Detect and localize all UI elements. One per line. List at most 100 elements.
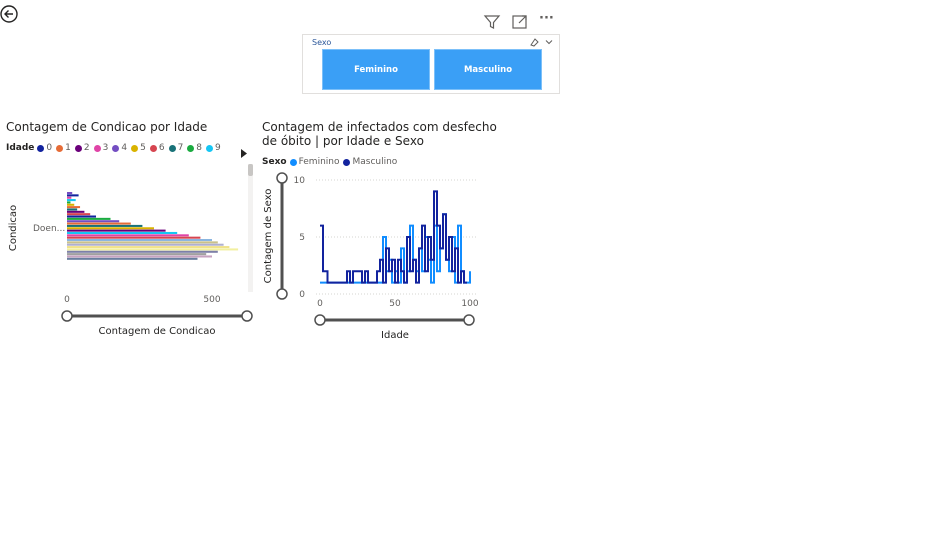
chart1-legend-item[interactable]: 1 — [56, 143, 71, 153]
chart1-legend-item[interactable]: 9 — [206, 143, 221, 153]
chart1-scrollbar-thumb[interactable] — [248, 164, 253, 176]
bar[interactable] — [67, 217, 111, 220]
chart2-x-tick-50: 50 — [389, 299, 401, 309]
chart2-y-tick-0: 0 — [299, 290, 305, 300]
chart1-legend-label: 6 — [158, 143, 165, 153]
chart2-y-tick-5: 5 — [299, 233, 305, 243]
bar[interactable] — [67, 239, 212, 242]
legend-dot-icon — [187, 144, 195, 152]
legend-dot-icon — [343, 158, 351, 166]
chart1-legend-label: 7 — [177, 143, 184, 153]
legend-dot-icon — [131, 144, 139, 152]
filter-icon[interactable] — [483, 13, 501, 31]
eraser-icon[interactable] — [529, 37, 540, 51]
chart1-legend-item[interactable]: 3 — [93, 143, 109, 153]
chart1-legend-label: 3 — [102, 143, 109, 153]
chart1-legend-item[interactable]: 8 — [187, 143, 202, 153]
chart1-ylabel: Condicao — [8, 205, 19, 251]
bar[interactable] — [67, 257, 198, 260]
chart1-legend-label: 9 — [215, 143, 221, 153]
chart2-legend-item[interactable]: Masculino — [343, 157, 397, 167]
legend-dot-icon — [56, 144, 64, 152]
chart1-legend-item[interactable]: 0 — [37, 143, 52, 153]
bar[interactable] — [67, 246, 230, 249]
chart2-title-line1: Contagem de infectados com desfecho — [262, 120, 497, 134]
chart1-zoom-handle-left[interactable] — [61, 310, 73, 322]
bar[interactable] — [67, 248, 239, 251]
bar[interactable] — [67, 253, 207, 256]
bar[interactable] — [67, 206, 81, 209]
chart2-y-zoom-handle-top[interactable] — [276, 172, 288, 184]
chart2-legend-item[interactable]: Feminino — [289, 157, 339, 167]
bar[interactable] — [67, 250, 218, 253]
slicer-title: Sexo — [312, 38, 332, 47]
bar[interactable] — [67, 231, 178, 234]
bar[interactable] — [67, 194, 79, 197]
chart1-legend-label: 1 — [65, 143, 71, 153]
bar[interactable] — [67, 234, 189, 237]
chart1-xlabel: Contagem de Condicao — [99, 326, 216, 337]
slicer-option-masculino[interactable]: Masculino — [434, 49, 542, 90]
chart1-legend-item[interactable]: 6 — [149, 143, 165, 153]
bar[interactable] — [67, 215, 96, 218]
chart2-title-line2: de óbito | por Idade e Sexo — [262, 134, 424, 148]
legend-dot-icon — [112, 144, 120, 152]
chart1-legend: Idade 0 1 2 3 4 5 6 7 8 9 — [6, 143, 225, 153]
chart1-legend-label: 8 — [196, 143, 203, 153]
slicer-option-feminino[interactable]: Feminino — [322, 49, 430, 90]
series-line-masculino[interactable] — [320, 190, 467, 284]
bar[interactable] — [67, 210, 85, 213]
focus-mode-icon[interactable] — [511, 13, 529, 31]
category-label: Doen... — [33, 224, 65, 234]
bar[interactable] — [67, 196, 72, 199]
bar[interactable] — [67, 224, 143, 227]
legend-dot-icon — [168, 144, 176, 152]
chart2-x-zoom-handle-left[interactable] — [314, 314, 326, 326]
bar[interactable] — [67, 255, 212, 258]
bar[interactable] — [67, 243, 224, 246]
chart2-xlabel: Idade — [381, 330, 409, 341]
chart1-x-tick-0: 0 — [64, 295, 70, 305]
chart2-legend-label: Masculino — [352, 157, 398, 167]
legend-dot-icon — [93, 144, 101, 152]
chevron-down-icon[interactable] — [544, 37, 554, 50]
chart1-legend-item[interactable]: 4 — [112, 143, 127, 153]
chart2-x-zoom-handle-right[interactable] — [463, 314, 475, 326]
sexo-slicer: Sexo Feminino Masculino — [302, 34, 560, 94]
bar[interactable] — [67, 222, 131, 225]
legend-next-arrow-icon[interactable] — [241, 143, 247, 162]
bar[interactable] — [67, 241, 218, 244]
bar[interactable] — [67, 203, 75, 206]
chart1-x-tick-500: 500 — [203, 295, 220, 305]
chart2-lines — [320, 190, 471, 284]
chart1-legend-item[interactable]: 7 — [168, 143, 184, 153]
chart2-x-tick-0: 0 — [317, 299, 323, 309]
chart2-ylabel: Contagem de Sexo — [263, 189, 274, 284]
back-arrow-icon[interactable] — [0, 4, 20, 24]
chart1-zoom-handle-right[interactable] — [241, 310, 253, 322]
chart1-legend-label: 0 — [46, 143, 53, 153]
bar[interactable] — [67, 192, 73, 195]
chart2-legend: Sexo Feminino Masculino — [262, 157, 401, 167]
chart2-y-tick-10: 10 — [294, 176, 306, 186]
bar[interactable] — [67, 236, 201, 239]
bar[interactable] — [67, 213, 91, 216]
legend-dot-icon — [149, 144, 157, 152]
chart1-legend-item[interactable]: 5 — [131, 143, 146, 153]
chart1-legend-label: 4 — [121, 143, 128, 153]
chart1-legend-item[interactable]: 2 — [74, 143, 90, 153]
chart2-y-zoom-handle-bottom[interactable] — [276, 288, 288, 300]
bar[interactable] — [67, 208, 78, 211]
chart1-legend-title: Idade — [6, 143, 35, 153]
legend-dot-icon — [289, 158, 297, 166]
chart2-x-tick-100: 100 — [461, 299, 478, 309]
bar[interactable] — [67, 229, 166, 232]
bar[interactable] — [67, 220, 120, 223]
bar[interactable] — [67, 201, 71, 204]
chart1-legend-label: 2 — [83, 143, 90, 153]
bar[interactable] — [67, 227, 154, 230]
bar[interactable] — [67, 199, 76, 202]
legend-dot-icon — [37, 144, 45, 152]
more-options-icon[interactable]: ··· — [539, 11, 554, 26]
chart1-scrollbar-track[interactable] — [248, 164, 253, 292]
